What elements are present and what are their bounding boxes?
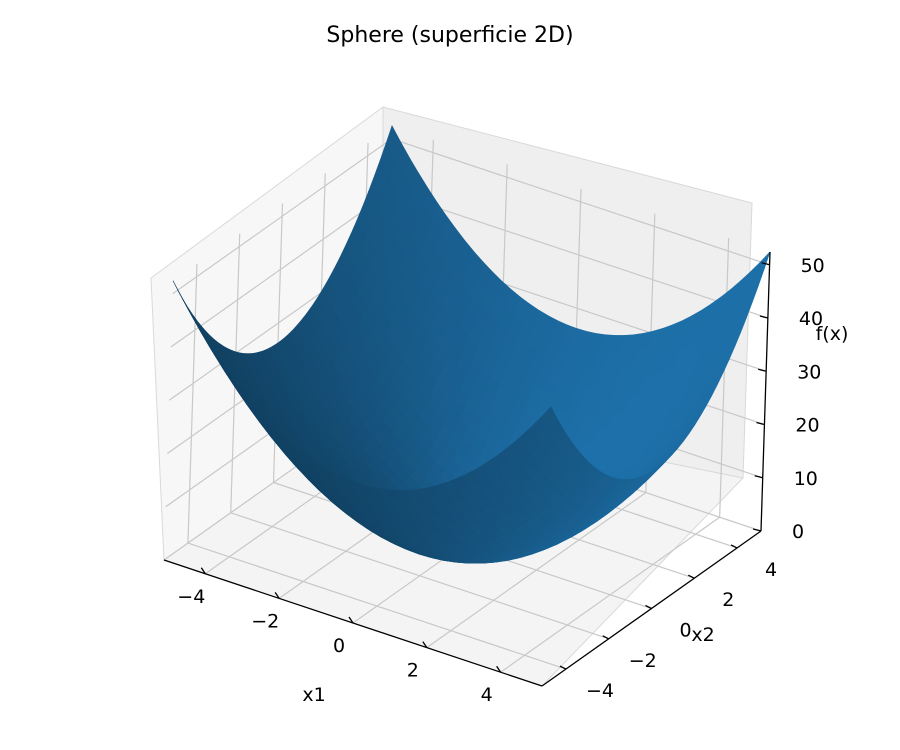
y-tick-label-1: −2 (629, 650, 657, 672)
y-tick-2 (645, 604, 652, 610)
z-axis-line (760, 251, 771, 532)
x-tick-3 (422, 641, 428, 648)
z-tick-label-2: 20 (795, 415, 819, 437)
x-tick-label-4: 4 (481, 684, 493, 706)
y-tick-label-3: 2 (722, 589, 734, 611)
back-grid-x-4 (719, 238, 730, 518)
surface-patch-0-0 (172, 280, 188, 308)
x-tick-label-2: 0 (333, 635, 345, 657)
x-tick-label-0: −4 (177, 586, 205, 608)
x-tick-1 (274, 592, 280, 599)
z-tick-label-5: 50 (801, 255, 825, 277)
x-tick-0 (200, 567, 206, 575)
z-tick-5 (761, 262, 770, 266)
z-tick-4 (759, 315, 769, 319)
chart-title: Sphere (superficie 2D) (326, 23, 573, 48)
surface-patch-39-0 (540, 406, 557, 428)
x-tick-label-1: −2 (251, 610, 279, 632)
z-tick-1 (754, 475, 763, 479)
z-tick-label-3: 30 (797, 361, 821, 383)
y-tick-label-2: 0 (679, 620, 691, 642)
y-tick-1 (602, 635, 610, 640)
surface (172, 125, 771, 564)
z-tick-2 (756, 421, 765, 426)
x-tick-label-3: 2 (407, 660, 419, 682)
z-tick-0 (752, 528, 762, 532)
x-tick-4 (496, 665, 502, 673)
x-axis-label: x1 (302, 684, 325, 706)
x-tick-2 (348, 616, 354, 624)
z-tick-label-1: 10 (794, 468, 818, 490)
y-axis-label: x2 (691, 624, 714, 646)
y-tick-label-0: −4 (586, 680, 614, 702)
floor-grid-y-0 (187, 542, 567, 670)
z-tick-3 (757, 368, 767, 372)
z-tick-label-4: 40 (799, 308, 823, 330)
y-tick-3 (687, 574, 695, 579)
z-axis-label: f(x) (816, 323, 849, 345)
side-grid-y-0 (187, 264, 198, 544)
floor-grid-y-1 (230, 512, 609, 640)
z-tick-label-0: 0 (792, 521, 804, 543)
y-tick-label-4: 4 (765, 559, 777, 581)
y-tick-0 (559, 665, 567, 670)
y-tick-4 (730, 544, 738, 549)
